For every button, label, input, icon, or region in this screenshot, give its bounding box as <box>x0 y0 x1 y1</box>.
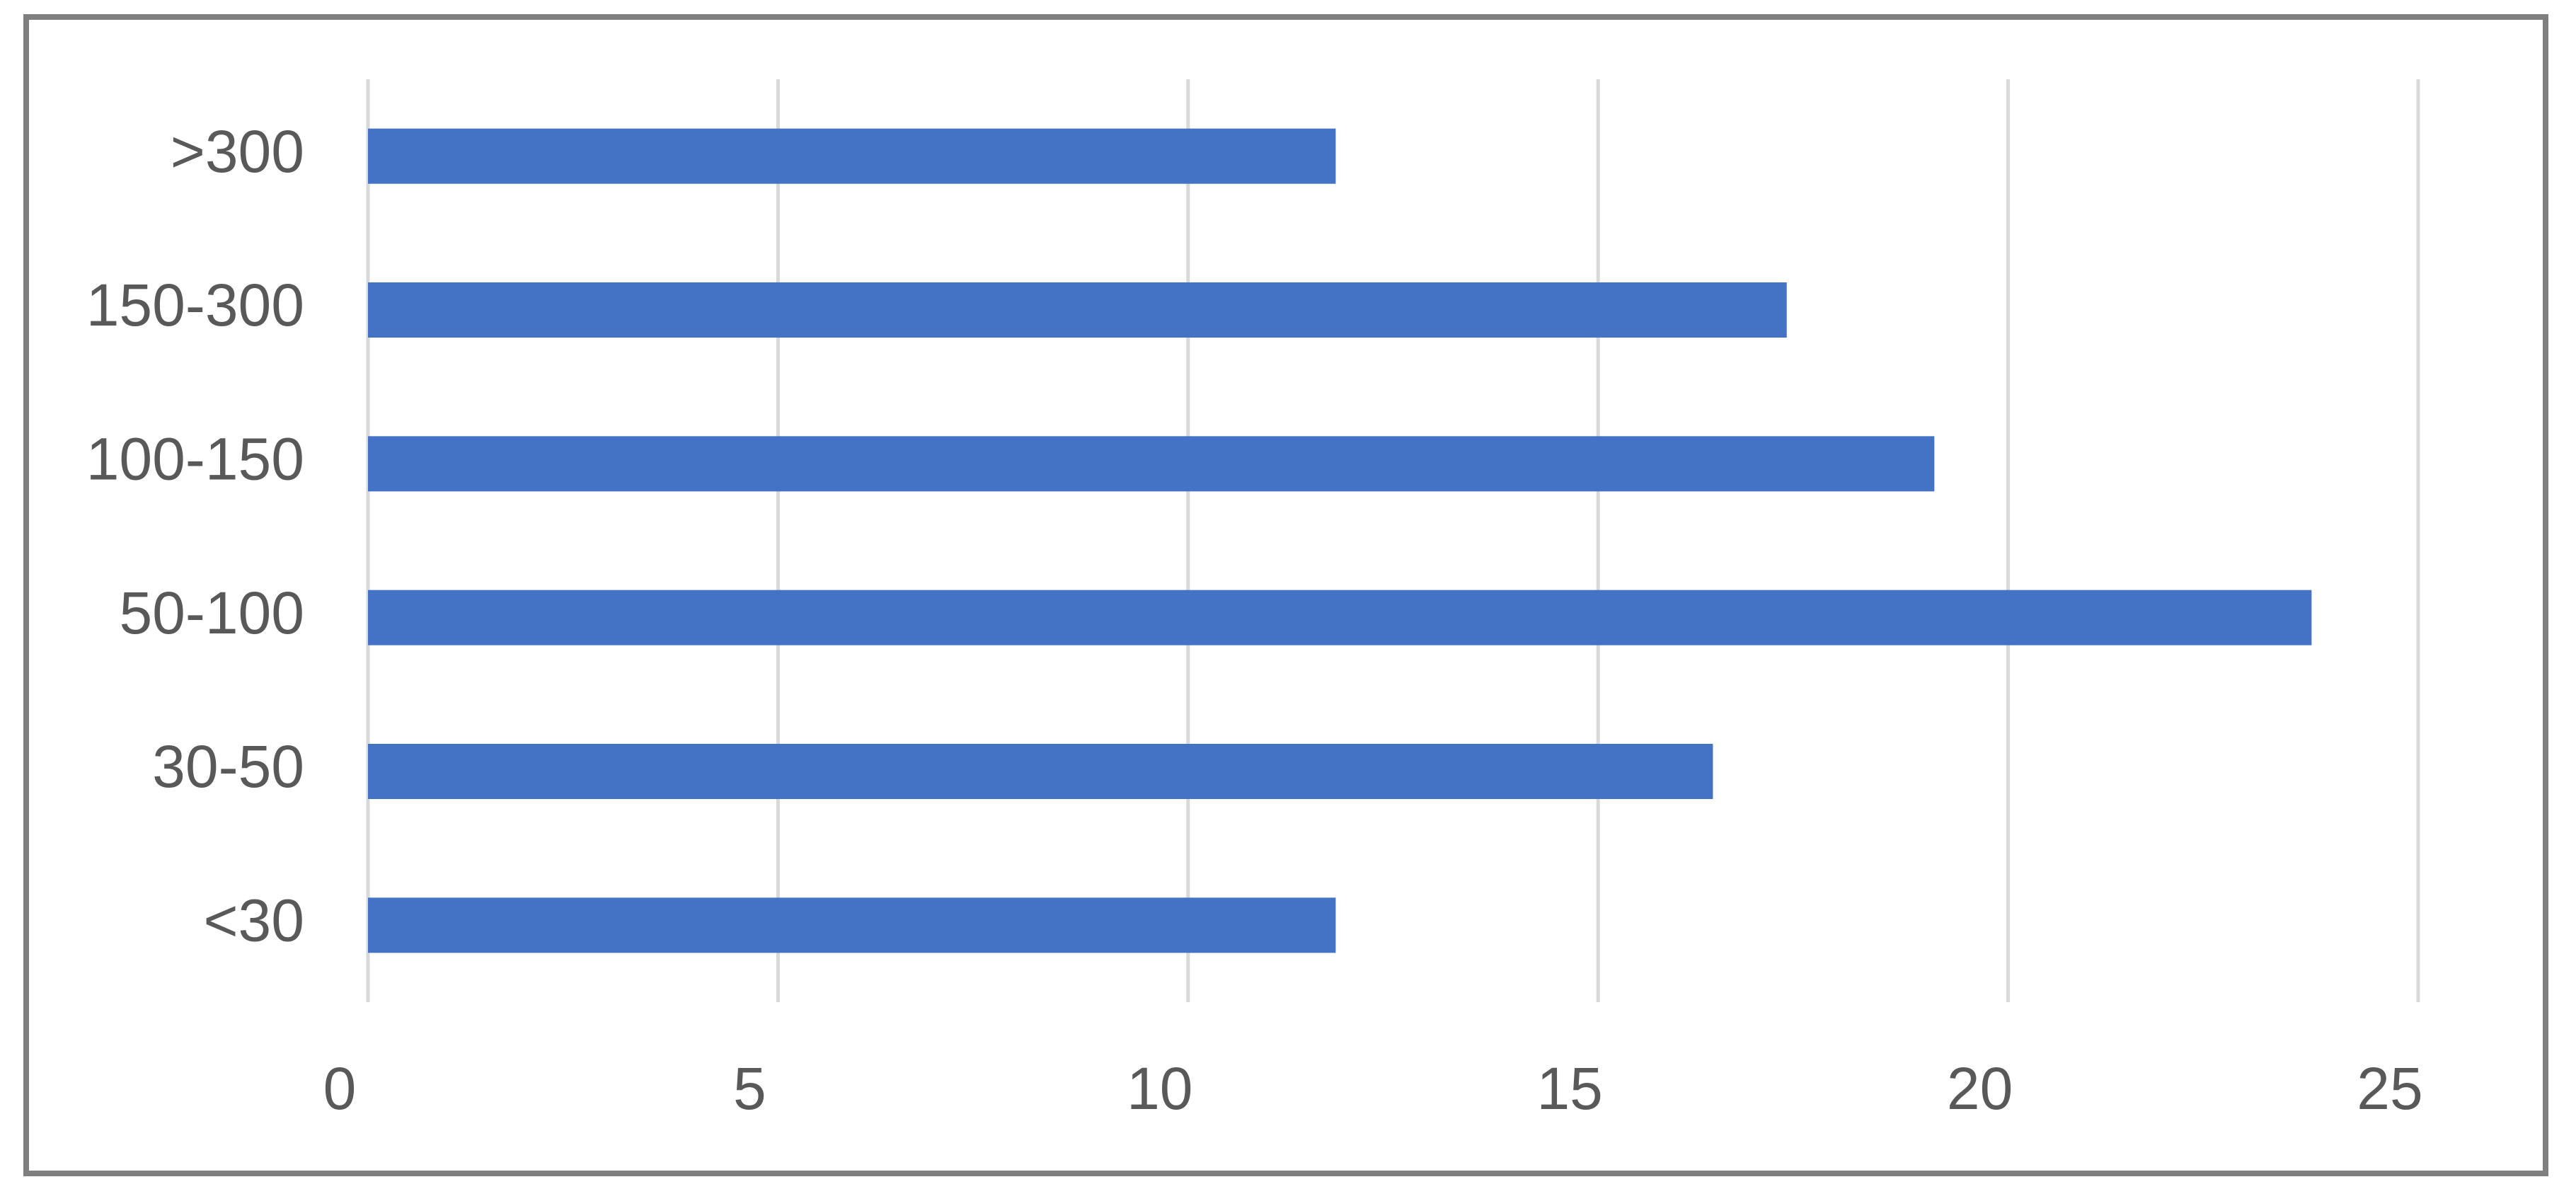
bar <box>368 897 1336 953</box>
y-tick-label: 30-50 <box>152 733 304 800</box>
bar <box>368 282 1787 338</box>
x-tick-label: 25 <box>2357 1055 2422 1122</box>
y-tick-label: 100-150 <box>86 426 304 493</box>
y-tick-label: <30 <box>204 888 305 954</box>
bar <box>368 744 1713 799</box>
x-tick-label: 20 <box>1947 1055 2013 1122</box>
y-tick-label: 50-100 <box>119 580 304 646</box>
bar <box>368 436 1935 492</box>
x-tick-label: 15 <box>1536 1055 1602 1122</box>
y-tick-label: >300 <box>171 118 304 185</box>
x-tick-label: 0 <box>323 1055 357 1122</box>
x-tick-label: 5 <box>733 1055 766 1122</box>
bar <box>368 590 2312 645</box>
y-tick-label: 150-300 <box>86 272 304 338</box>
x-tick-label: 10 <box>1127 1055 1192 1122</box>
bar <box>368 128 1336 184</box>
